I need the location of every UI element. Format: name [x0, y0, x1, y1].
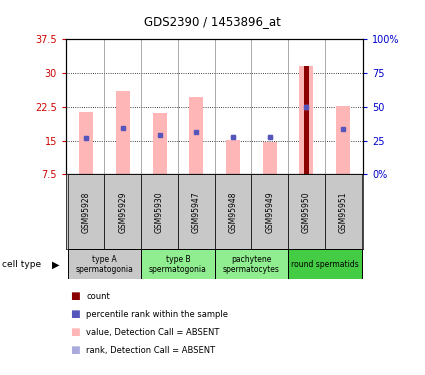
Text: GSM95949: GSM95949	[265, 191, 274, 232]
Text: percentile rank within the sample: percentile rank within the sample	[86, 310, 228, 319]
Text: ▶: ▶	[51, 260, 59, 269]
Text: cell type: cell type	[2, 260, 41, 269]
Text: type A
spermatogonia: type A spermatogonia	[76, 255, 133, 274]
Bar	[336, 105, 350, 174]
Bar	[251, 174, 288, 249]
Bar	[153, 113, 167, 174]
Text: GSM95947: GSM95947	[192, 191, 201, 232]
Bar	[325, 174, 362, 249]
Bar	[288, 249, 362, 279]
Text: GSM95951: GSM95951	[339, 191, 348, 232]
Text: ■: ■	[70, 345, 80, 355]
Text: GSM95929: GSM95929	[118, 191, 127, 232]
Bar	[105, 174, 141, 249]
Bar	[189, 96, 203, 174]
Text: GSM95930: GSM95930	[155, 191, 164, 232]
Text: GSM95950: GSM95950	[302, 191, 311, 232]
Text: ■: ■	[70, 291, 80, 301]
Text: pachytene
spermatocytes: pachytene spermatocytes	[223, 255, 280, 274]
Text: ■: ■	[70, 309, 80, 319]
Bar	[178, 174, 215, 249]
Bar	[68, 174, 105, 249]
Bar	[116, 91, 130, 174]
Bar	[226, 140, 240, 174]
Bar	[141, 174, 178, 249]
Bar	[141, 249, 215, 279]
Bar	[68, 249, 141, 279]
Bar	[215, 174, 251, 249]
Text: GSM95928: GSM95928	[82, 191, 91, 232]
Text: GSM95948: GSM95948	[229, 191, 238, 232]
Bar	[263, 142, 277, 174]
Bar	[288, 174, 325, 249]
Text: count: count	[86, 292, 110, 301]
Text: rank, Detection Call = ABSENT: rank, Detection Call = ABSENT	[86, 346, 215, 355]
Bar	[79, 112, 93, 174]
Bar	[304, 66, 309, 174]
Bar	[300, 66, 313, 174]
Bar	[215, 249, 288, 279]
Text: type B
spermatogonia: type B spermatogonia	[149, 255, 207, 274]
Text: ■: ■	[70, 327, 80, 337]
Text: round spermatids: round spermatids	[291, 260, 359, 269]
Text: GDS2390 / 1453896_at: GDS2390 / 1453896_at	[144, 15, 281, 28]
Text: value, Detection Call = ABSENT: value, Detection Call = ABSENT	[86, 328, 220, 337]
